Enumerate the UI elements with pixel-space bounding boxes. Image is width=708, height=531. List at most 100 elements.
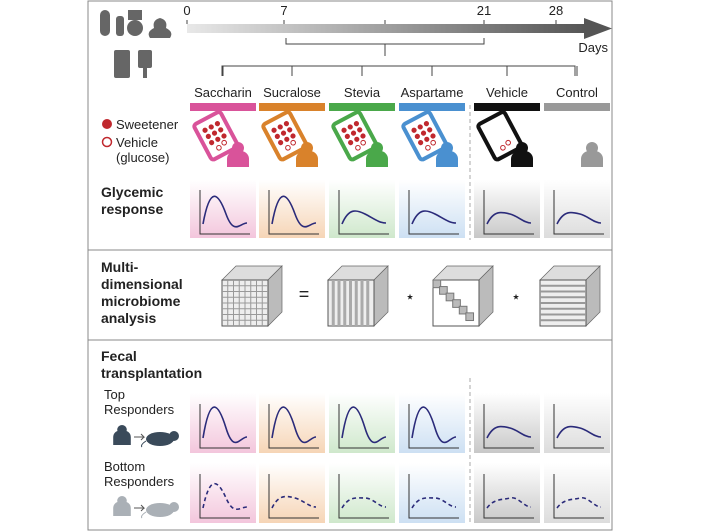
panel bbox=[190, 393, 256, 453]
axes bbox=[268, 404, 319, 449]
slab bbox=[366, 280, 370, 326]
panel bbox=[190, 180, 256, 238]
sweetener-dot bbox=[357, 127, 363, 133]
legend-vehicle-dot bbox=[101, 136, 113, 148]
operator: ⋆ bbox=[405, 289, 415, 306]
section-title: Fecal bbox=[101, 348, 137, 364]
response-curve bbox=[202, 406, 248, 444]
panel bbox=[329, 180, 395, 238]
panel bbox=[329, 463, 395, 523]
sweetener-dot bbox=[202, 127, 208, 133]
sweetener-dot bbox=[278, 139, 284, 146]
stair bbox=[445, 292, 455, 302]
vehicle-dot bbox=[290, 139, 296, 146]
person-body bbox=[227, 151, 249, 167]
mouse bbox=[146, 432, 174, 446]
slab bbox=[343, 280, 347, 326]
response-curve bbox=[341, 406, 387, 444]
panel bbox=[259, 180, 325, 238]
timeline-tick: 7 bbox=[280, 3, 287, 18]
sweetener-dot bbox=[350, 130, 357, 136]
person-body bbox=[366, 151, 388, 167]
slab bbox=[360, 280, 364, 326]
panel bbox=[399, 463, 465, 523]
vehicle-dot bbox=[285, 144, 291, 151]
sweetener-dot bbox=[218, 127, 224, 133]
person-body bbox=[581, 151, 603, 167]
slab bbox=[349, 280, 352, 326]
row-label: Responders bbox=[104, 474, 175, 489]
axes bbox=[199, 404, 250, 449]
sweetener-dot bbox=[290, 133, 296, 139]
response-curve bbox=[411, 497, 457, 509]
legend-sweetener: Sweetener bbox=[116, 117, 179, 132]
panel bbox=[190, 463, 256, 523]
sweetener-dot bbox=[354, 136, 360, 142]
stair bbox=[458, 305, 468, 315]
sweetener-dot bbox=[205, 133, 211, 140]
panel bbox=[474, 463, 540, 523]
timeline-unit: Days bbox=[578, 40, 608, 55]
response-curve bbox=[202, 195, 248, 228]
timeline-arrow bbox=[584, 18, 612, 39]
panel bbox=[474, 393, 540, 453]
axes bbox=[408, 474, 459, 519]
axes bbox=[483, 190, 534, 235]
response-curve bbox=[486, 211, 532, 225]
axes bbox=[408, 190, 459, 235]
phone bbox=[476, 110, 524, 162]
sweetener-dot bbox=[277, 124, 283, 130]
sweetener-dot bbox=[215, 136, 221, 142]
response-curve bbox=[341, 497, 387, 509]
group-label: Vehicle bbox=[486, 85, 528, 100]
sweetener-dot bbox=[341, 127, 347, 133]
group-bar bbox=[399, 103, 465, 111]
response-curve bbox=[411, 406, 457, 444]
response-curve bbox=[556, 497, 602, 509]
sweetener-dot bbox=[284, 136, 290, 142]
sweetener-dot bbox=[424, 136, 430, 142]
group-label: Control bbox=[556, 85, 598, 100]
phone-body bbox=[331, 110, 379, 162]
timeline-tick: 28 bbox=[549, 3, 563, 18]
phone-body bbox=[261, 110, 309, 162]
row-label: Top bbox=[104, 387, 125, 402]
slab bbox=[331, 280, 335, 326]
mouse-head bbox=[169, 431, 179, 441]
sweetener-dot bbox=[418, 139, 424, 146]
axes bbox=[338, 474, 389, 519]
vehicle-dot bbox=[221, 139, 227, 146]
timeline-bar bbox=[187, 24, 587, 33]
section-title: microbiome bbox=[101, 293, 181, 309]
slab bbox=[337, 280, 341, 326]
phone bbox=[401, 110, 449, 162]
axes bbox=[199, 190, 250, 235]
sweetener-dot bbox=[353, 121, 360, 127]
phone bbox=[192, 110, 240, 162]
axes bbox=[553, 404, 604, 449]
mouse-tail bbox=[141, 440, 147, 448]
group-label: Aspartame bbox=[401, 85, 464, 100]
bracket bbox=[221, 38, 576, 76]
panel bbox=[474, 180, 540, 238]
response-curve bbox=[486, 425, 532, 439]
vehicle-dot bbox=[500, 144, 506, 151]
phone-body bbox=[192, 110, 240, 162]
section-title: Multi- bbox=[101, 259, 139, 275]
arrow bbox=[134, 433, 146, 441]
group-label: Saccharin bbox=[194, 85, 252, 100]
response-curve bbox=[486, 497, 532, 509]
group-bar bbox=[544, 103, 610, 111]
sweetener-dot bbox=[209, 139, 215, 146]
sweetener-dot bbox=[271, 127, 277, 133]
person-body bbox=[113, 501, 131, 516]
person-body bbox=[296, 151, 318, 167]
group-bar bbox=[329, 103, 395, 111]
axes bbox=[553, 474, 604, 519]
response-curve bbox=[271, 406, 317, 444]
sweetener-dot bbox=[211, 130, 218, 136]
sweetener-dot bbox=[221, 133, 227, 139]
panel bbox=[399, 180, 465, 238]
row-label: Responders bbox=[104, 402, 175, 417]
